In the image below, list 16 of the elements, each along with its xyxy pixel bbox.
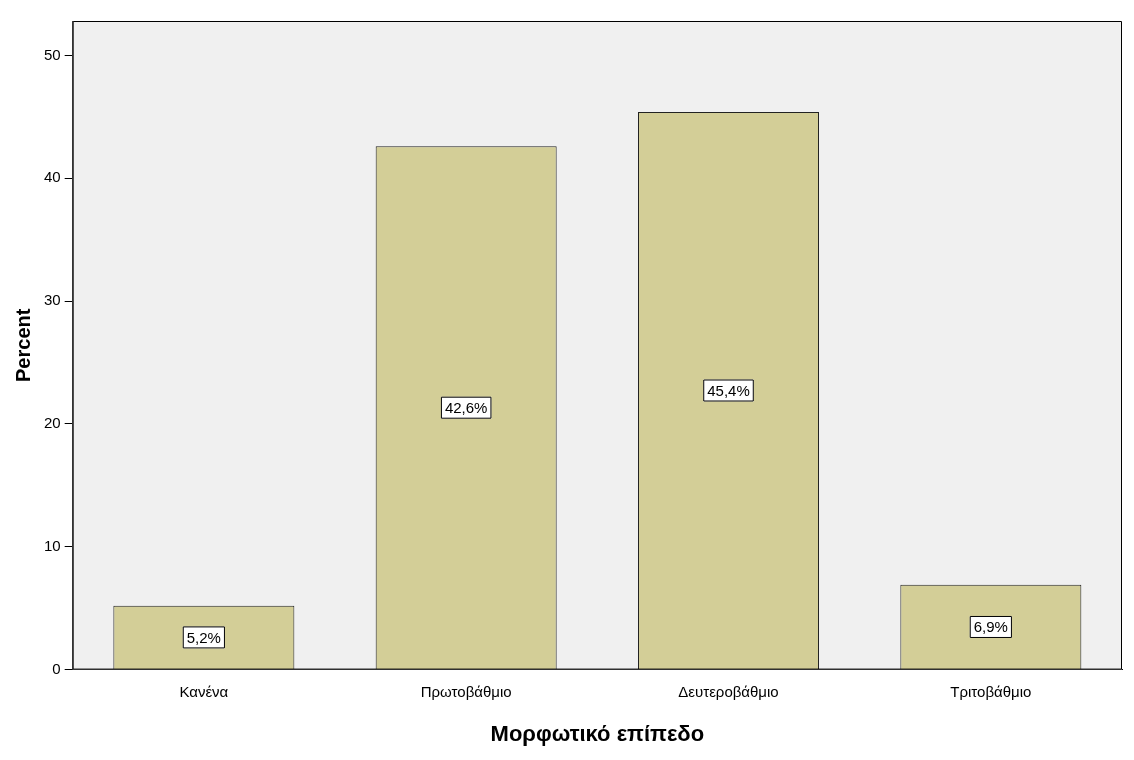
x-tick-label: Πρωτοβάθμιο (420, 682, 512, 700)
data-label: 6,9% (973, 618, 1008, 636)
x-tick-label: Κανένα (179, 682, 229, 700)
data-label: 45,4% (707, 381, 750, 399)
y-tick-label: 10 (44, 536, 61, 554)
y-tick-label: 20 (44, 414, 61, 432)
data-label: 42,6% (444, 398, 488, 416)
data-label: 5,2% (186, 628, 221, 646)
y-tick-label: 40 (44, 168, 61, 186)
y-axis-title: Percent (11, 308, 34, 382)
x-axis-title: Μορφωτικό επίπεδο (490, 720, 705, 746)
x-tick-label: Τριτοβάθμιο (950, 682, 1032, 700)
x-tick-label: Δευτεροβάθμιο (678, 682, 779, 700)
y-tick-label: 30 (44, 291, 61, 309)
y-tick-label: 50 (44, 45, 61, 63)
y-tick-label: 0 (52, 659, 61, 677)
